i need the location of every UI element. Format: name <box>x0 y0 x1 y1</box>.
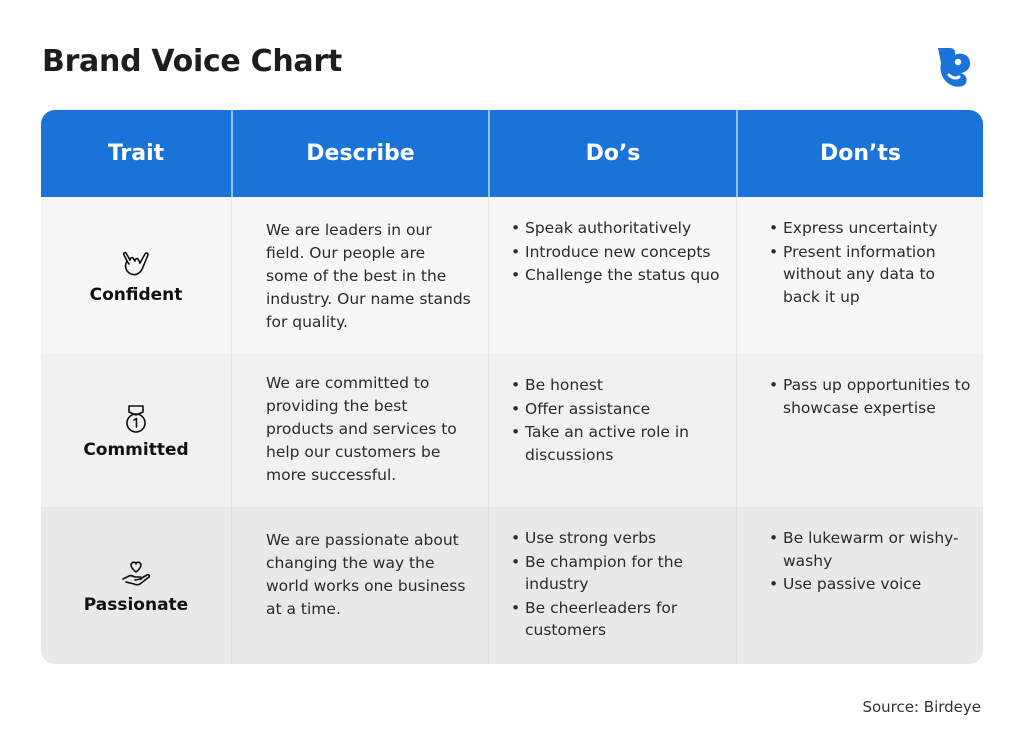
donts-cell: Pass up opportunities to showcase expert… <box>736 354 983 507</box>
dos-cell: Use strong verbs Be champion for the ind… <box>488 507 736 664</box>
trait-name: Passionate <box>83 594 189 615</box>
list-item: Offer assistance <box>511 398 726 421</box>
trait-name: Committed <box>83 439 189 460</box>
header-trait: Trait <box>107 141 165 166</box>
birdeye-logo-icon <box>938 48 971 87</box>
dos-cell: Speak authoritatively Introduce new conc… <box>488 197 736 354</box>
list-item: Be champion for the industry <box>511 551 726 596</box>
list-item: Be honest <box>511 374 726 397</box>
list-item: Be cheerleaders for customers <box>511 597 726 642</box>
list-item: Challenge the status quo <box>511 264 726 287</box>
list-item: Speak authoritatively <box>511 217 726 240</box>
trait-cell: Confident <box>41 197 231 354</box>
list-item: Take an active role in discussions <box>511 421 726 466</box>
describe-cell: We are passionate about changing the way… <box>231 507 488 664</box>
source-caption: Source: Birdeye <box>862 698 981 716</box>
rock-hand-icon <box>122 251 149 275</box>
table-row: Confident We are leaders in our field. O… <box>41 197 983 354</box>
list-item: Be lukewarm or wishy-washy <box>769 527 973 572</box>
medal-icon <box>126 404 146 433</box>
donts-cell: Express uncertainty Present information … <box>736 197 983 354</box>
list-item: Present information without any data to … <box>769 241 973 309</box>
list-item: Introduce new concepts <box>511 241 726 264</box>
donts-cell: Be lukewarm or wishy-washy Use passive v… <box>736 507 983 664</box>
table-row: Committed We are committed to providing … <box>41 354 983 507</box>
list-item: Pass up opportunities to showcase expert… <box>769 374 973 419</box>
trait-cell: Passionate <box>41 507 231 664</box>
header-dos: Do’s <box>488 110 736 197</box>
page-title: Brand Voice Chart <box>42 44 342 79</box>
trait-name: Confident <box>89 284 183 305</box>
list-item: Use strong verbs <box>511 527 726 550</box>
header-describe: Describe <box>231 110 488 197</box>
header-donts: Don’ts <box>736 110 983 197</box>
list-item: Use passive voice <box>769 573 973 596</box>
dos-cell: Be honest Offer assistance Take an activ… <box>488 354 736 507</box>
list-item: Express uncertainty <box>769 217 973 240</box>
table-header: Trait Describe Do’s Don’ts <box>41 110 983 197</box>
describe-cell: We are committed to providing the best p… <box>231 354 488 507</box>
heart-in-hand-icon <box>122 560 151 586</box>
brand-voice-table: Trait Describe Do’s Don’ts Confident We … <box>41 110 983 664</box>
describe-cell: We are leaders in our field. Our people … <box>231 197 488 354</box>
table-row: Passionate We are passionate about chang… <box>41 507 983 664</box>
trait-cell: Committed <box>41 354 231 507</box>
